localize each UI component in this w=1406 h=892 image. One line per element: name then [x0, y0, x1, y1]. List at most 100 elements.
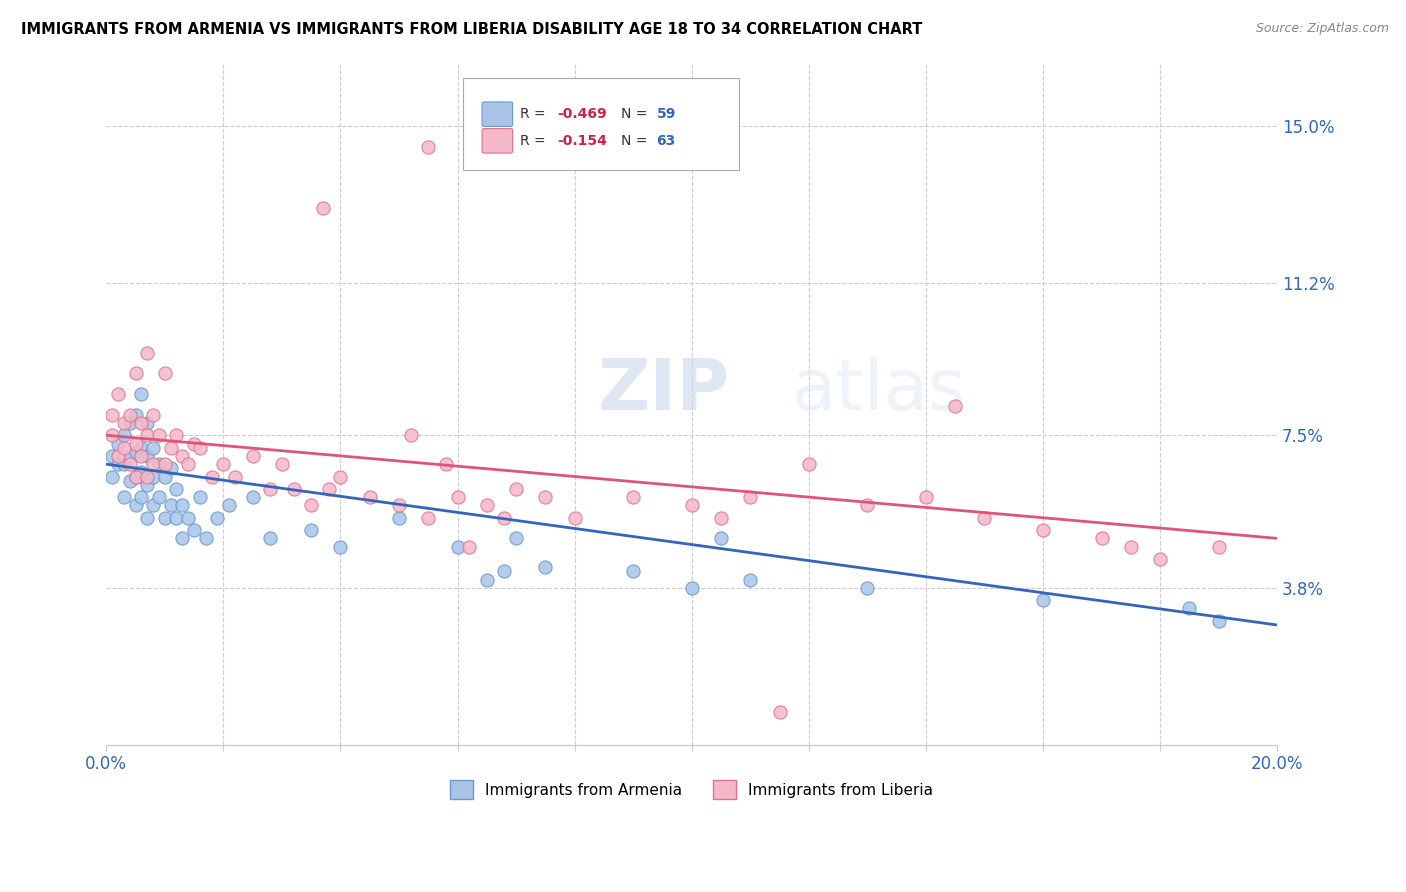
Point [207, 510, 229, 524]
Point [534, 490, 557, 504]
Text: R =: R = [520, 134, 550, 148]
Text: N =: N = [621, 107, 652, 121]
Text: 59: 59 [657, 107, 676, 121]
Point [475, 573, 498, 587]
Point [159, 461, 181, 475]
Point [201, 469, 224, 483]
Point [101, 469, 124, 483]
FancyBboxPatch shape [482, 128, 513, 153]
Point [131, 449, 153, 463]
Point [118, 416, 141, 430]
Point [172, 499, 194, 513]
Point [505, 532, 527, 546]
Point [318, 482, 340, 496]
Point [446, 540, 468, 554]
Point [681, 581, 703, 595]
Point [218, 499, 240, 513]
Point [124, 469, 146, 483]
Point [148, 457, 170, 471]
Point [458, 540, 481, 554]
Point [153, 367, 176, 381]
Point [418, 510, 440, 524]
Point [136, 449, 159, 463]
Point [166, 428, 188, 442]
Point [142, 441, 165, 455]
Point [142, 457, 165, 471]
Point [475, 499, 498, 513]
Point [710, 532, 733, 546]
Point [172, 449, 194, 463]
Point [283, 482, 305, 496]
Point [107, 449, 129, 463]
Point [797, 457, 820, 471]
Text: ZIP: ZIP [598, 356, 730, 425]
Point [534, 560, 557, 574]
Point [446, 490, 468, 504]
Point [107, 387, 129, 401]
Point [388, 499, 411, 513]
Text: Source: ZipAtlas.com: Source: ZipAtlas.com [1256, 22, 1389, 36]
Point [494, 510, 516, 524]
Point [112, 490, 135, 504]
Point [131, 490, 153, 504]
Text: 63: 63 [657, 134, 676, 148]
Point [107, 436, 129, 450]
Legend: Immigrants from Armenia, Immigrants from Liberia: Immigrants from Armenia, Immigrants from… [444, 774, 939, 805]
Point [856, 499, 879, 513]
Point [159, 499, 181, 513]
Point [131, 416, 153, 430]
Point [124, 408, 146, 422]
Point [101, 449, 124, 463]
Point [124, 444, 146, 458]
Point [768, 705, 790, 719]
Point [329, 540, 352, 554]
Point [242, 490, 264, 504]
Point [329, 469, 352, 483]
Point [943, 400, 966, 414]
Point [188, 490, 211, 504]
Point [172, 532, 194, 546]
Point [915, 490, 938, 504]
Point [148, 428, 170, 442]
Point [136, 510, 159, 524]
Point [183, 436, 205, 450]
Point [399, 428, 422, 442]
FancyBboxPatch shape [464, 78, 738, 169]
Text: IMMIGRANTS FROM ARMENIA VS IMMIGRANTS FROM LIBERIA DISABILITY AGE 18 TO 34 CORRE: IMMIGRANTS FROM ARMENIA VS IMMIGRANTS FR… [21, 22, 922, 37]
Point [494, 565, 516, 579]
Point [166, 482, 188, 496]
Point [183, 523, 205, 537]
Point [136, 428, 159, 442]
Point [740, 573, 762, 587]
Text: R =: R = [520, 107, 550, 121]
Point [166, 510, 188, 524]
Point [142, 408, 165, 422]
Point [118, 457, 141, 471]
Point [124, 469, 146, 483]
Point [270, 457, 292, 471]
Text: -0.154: -0.154 [557, 134, 607, 148]
Point [856, 581, 879, 595]
Point [312, 202, 335, 216]
Point [1090, 532, 1112, 546]
Point [1208, 614, 1230, 628]
Point [299, 499, 322, 513]
Point [621, 565, 644, 579]
Point [1208, 540, 1230, 554]
FancyBboxPatch shape [482, 102, 513, 127]
Point [359, 490, 381, 504]
Point [224, 469, 246, 483]
Point [131, 466, 153, 480]
Point [740, 490, 762, 504]
Point [118, 408, 141, 422]
Point [299, 523, 322, 537]
Point [1119, 540, 1142, 554]
Point [124, 436, 146, 450]
Point [124, 367, 146, 381]
Point [112, 441, 135, 455]
Text: atlas: atlas [792, 356, 966, 425]
Point [259, 532, 281, 546]
Point [621, 490, 644, 504]
Point [1149, 552, 1171, 566]
Point [112, 428, 135, 442]
